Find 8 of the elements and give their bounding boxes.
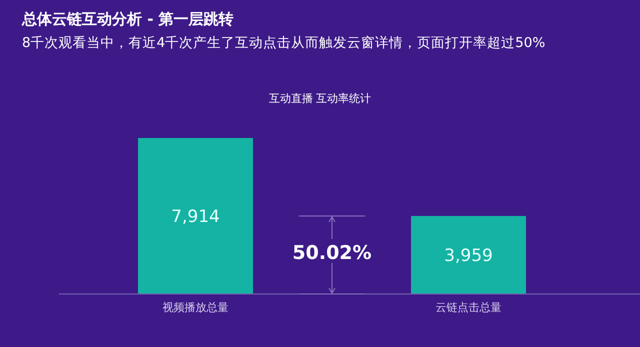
data-label: 7,914: [171, 207, 220, 227]
chart-title: 总体云链互动分析 - 第一层跳转: [21, 10, 234, 28]
x-tick-label: 云链点击总量: [436, 301, 502, 314]
x-tick-label: 视频播放总量: [162, 301, 228, 314]
data-label: 3,959: [444, 246, 493, 266]
annotation: 50.02%: [292, 242, 372, 264]
chart-subtitle: 8千次观看当中，有近4千次产生了互动点击从而触发云窗详情，页面打开率超过50%: [22, 35, 546, 51]
text: 互动直播 互动率统计: [268, 92, 372, 105]
